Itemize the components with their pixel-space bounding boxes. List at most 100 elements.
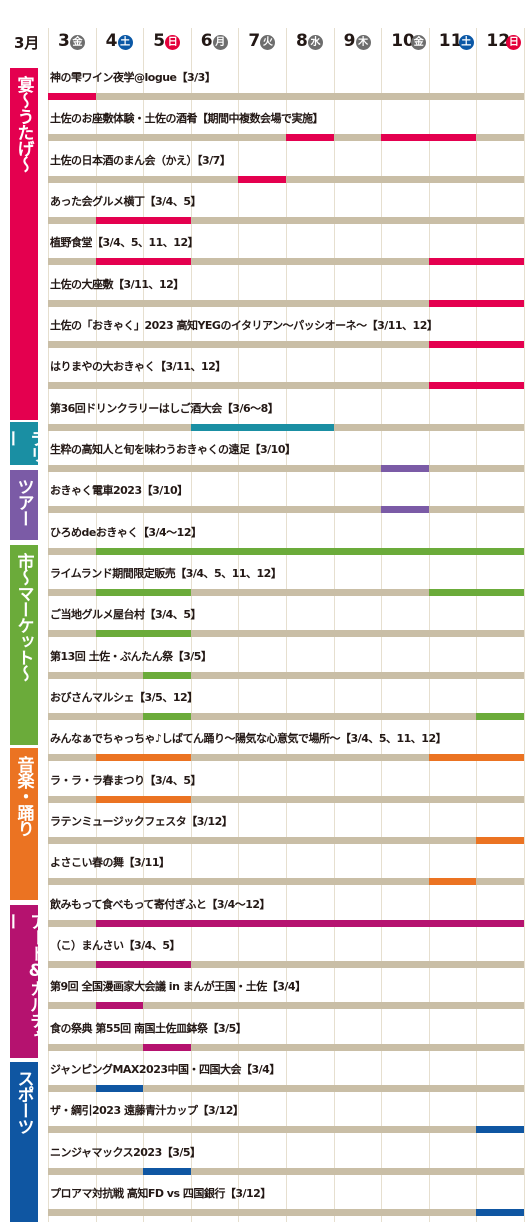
column-line [238, 28, 240, 1222]
column-line [428, 28, 430, 1222]
weekday: 金 [411, 35, 427, 50]
event-day [476, 258, 524, 266]
event-label: 土佐の日本酒のまん会（かえ）【3/7】 [50, 153, 231, 167]
event-track [48, 712, 524, 720]
event-day [428, 754, 477, 762]
column-line [143, 28, 145, 1222]
event-label: プロアマ対抗戦 高知FD vs 四国銀行【3/12】 [50, 1186, 271, 1200]
event-day [428, 299, 477, 307]
event-label: 土佐の「おきゃく」2023 高知YEGのイタリアン～パッシオーネ～【3/11、1… [50, 318, 438, 332]
event-day [381, 506, 429, 514]
group-label: 宴～うたげ～ [10, 68, 38, 420]
day-number: 3 [58, 31, 70, 51]
event-day [95, 960, 144, 968]
event-label: みんなぁでちゃっちゃ♪しばてん踊り～陽気な心意気で場所～【3/4、5、11、12… [50, 732, 447, 746]
event-day [238, 919, 286, 927]
event-label: 生粋の高知人と旬を味わうおきゃくの遠足【3/10】 [50, 442, 296, 456]
event-day [476, 1126, 524, 1134]
day-number: 5 [153, 31, 166, 51]
column-line [286, 28, 287, 1222]
event-day [428, 258, 477, 266]
event-day [428, 547, 477, 555]
day-number: 11 [438, 31, 463, 51]
event-label: 第36回ドリンクラリーはしご酒大会【3/6～8】 [50, 401, 279, 415]
event-track [48, 93, 524, 100]
event-label: ひろめdeおきゃく【3/4～12】 [50, 525, 202, 539]
group-label: スポーツ [10, 1062, 38, 1222]
event-label: 植野食堂【3/4、5、11、12】 [50, 236, 199, 250]
weekday: 日 [506, 35, 522, 50]
event-label: ジャンピングMAX2023中国・四国大会【3/4】 [50, 1062, 280, 1076]
event-day [381, 547, 429, 555]
event-track [48, 588, 524, 596]
event-day [143, 588, 191, 596]
weekday: 土 [458, 35, 474, 50]
event-day [286, 423, 334, 431]
event-label: 第9回 全国漫画家大会議 in まんが王国・土佐【3/4】 [50, 980, 306, 994]
event-day [381, 464, 429, 472]
event-day [95, 258, 144, 266]
event-track [48, 1084, 524, 1092]
event-track [48, 175, 524, 183]
event-day [428, 919, 477, 927]
event-track [48, 671, 524, 679]
event-day [95, 547, 144, 555]
event-track [48, 1167, 524, 1175]
weekday: 月 [212, 35, 228, 50]
weekday: 木 [355, 35, 371, 50]
day-number: 10 [391, 31, 415, 51]
group-label: 市～マーケット～ [10, 545, 38, 745]
event-label: おきゃく電車2023【3/10】 [50, 484, 188, 498]
group-label: ラリー [1, 422, 46, 465]
event-day [238, 547, 286, 555]
event-day [476, 340, 524, 348]
event-day [95, 1084, 144, 1092]
event-label: 土佐のお座敷体験・土佐の酒肴【期間中複数会場で実施】 [50, 112, 324, 126]
weekday: 金 [70, 35, 85, 50]
day-number: 7 [248, 31, 261, 51]
event-track [48, 216, 524, 224]
event-track [48, 1043, 524, 1051]
weekday: 日 [165, 35, 181, 50]
event-day [143, 712, 191, 720]
event-label: あった会グルメ横丁【3/4、5】 [50, 194, 201, 208]
event-day [381, 134, 429, 142]
event-day [476, 588, 524, 596]
month-label: 3月 [14, 34, 40, 52]
event-day [95, 630, 144, 638]
event-track [48, 382, 524, 390]
event-day [95, 1002, 144, 1010]
event-track [48, 795, 524, 803]
event-day [238, 423, 286, 431]
event-day [476, 299, 524, 307]
event-track [48, 258, 524, 266]
event-day [143, 919, 191, 927]
event-track [48, 878, 524, 886]
event-label: 土佐の大座敷【3/11、12】 [50, 277, 184, 291]
event-track [48, 630, 524, 638]
event-label: ラテンミュージックフェスタ【3/12】 [50, 814, 233, 828]
event-day [143, 671, 191, 679]
group-label: ツアー [10, 470, 38, 540]
event-label: ご当地グルメ屋台村【3/4、5】 [50, 608, 201, 622]
weekday: 火 [260, 35, 276, 50]
event-label: （こ）まんさい【3/4、5】 [50, 938, 180, 952]
event-day [95, 216, 144, 224]
day-number: 4 [105, 31, 118, 51]
event-track [48, 340, 524, 348]
event-label: 神の雫ワイン夜学@logue【3/3】 [50, 71, 216, 84]
event-day [190, 547, 239, 555]
weekday: 土 [117, 35, 133, 50]
event-track [48, 836, 524, 844]
event-label: ザ・綱引2023 遠藤青汁カップ【3/12】 [50, 1104, 244, 1118]
event-day [428, 588, 477, 596]
event-day [381, 919, 429, 927]
event-day [143, 216, 191, 224]
event-day [143, 795, 191, 803]
event-track [48, 464, 524, 472]
event-track [48, 754, 524, 762]
event-track [48, 1208, 524, 1216]
event-label: 飲みもって食べもって寄付ぎふと【3/4～12】 [50, 897, 271, 911]
event-day [143, 960, 191, 968]
event-day [286, 134, 334, 142]
